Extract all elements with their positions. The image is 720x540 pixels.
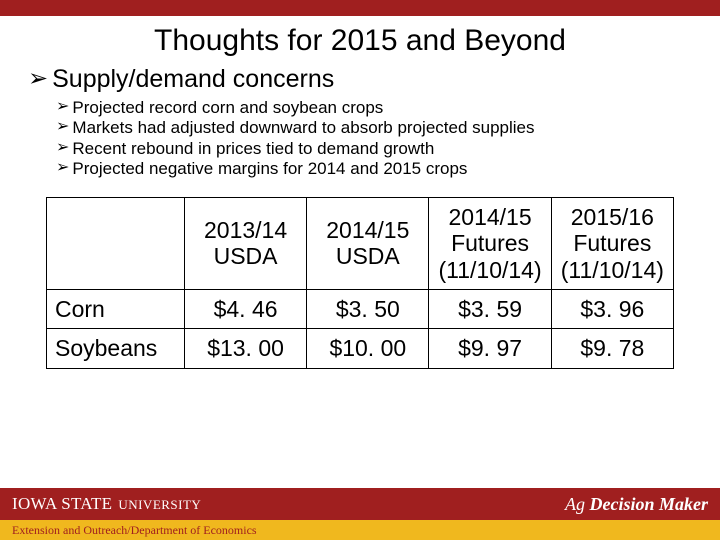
bullet-level2: ➢ Recent rebound in prices tied to deman… [56, 139, 692, 159]
table-header-cell: 2013/14 USDA [184, 197, 306, 289]
bullet-arrow-icon: ➢ [56, 118, 69, 136]
price-table: 2013/14 USDA 2014/15 USDA 2014/15 Future… [46, 197, 674, 369]
isu-logo: IOWA STATE UNIVERSITY [12, 494, 201, 514]
table-cell: $3. 96 [551, 290, 673, 329]
adm-prefix: Ag [565, 494, 590, 514]
table-cell: $13. 00 [184, 329, 306, 368]
bullet-level2-text: Projected negative margins for 2014 and … [72, 159, 467, 179]
table-header-cell: 2014/15 Futures (11/10/14) [429, 197, 551, 289]
bullet-level2-text: Projected record corn and soybean crops [72, 98, 383, 118]
slide-footer: IOWA STATE UNIVERSITY Ag Decision Maker … [0, 488, 720, 540]
table-header-empty [47, 197, 185, 289]
table-cell: $3. 50 [307, 290, 429, 329]
table-row: Corn $4. 46 $3. 50 $3. 59 $3. 96 [47, 290, 674, 329]
table-row: Soybeans $13. 00 $10. 00 $9. 97 $9. 78 [47, 329, 674, 368]
footer-extension-text: Extension and Outreach/Department of Eco… [12, 523, 257, 538]
presentation-slide: Thoughts for 2015 and Beyond ➢ Supply/de… [0, 0, 720, 540]
bullet-level1: ➢ Supply/demand concerns [28, 66, 692, 94]
table-cell: $9. 97 [429, 329, 551, 368]
bullet-level2-text: Recent rebound in prices tied to demand … [72, 139, 434, 159]
isu-logo-main: IOWA STATE [12, 494, 112, 514]
table-cell: $10. 00 [307, 329, 429, 368]
table-cell: $4. 46 [184, 290, 306, 329]
bullet-level1-text: Supply/demand concerns [52, 66, 334, 94]
table-cell: $3. 59 [429, 290, 551, 329]
bullet-level2: ➢ Projected record corn and soybean crop… [56, 98, 692, 118]
footer-gold-strip: Extension and Outreach/Department of Eco… [0, 520, 720, 540]
bullet-arrow-icon: ➢ [56, 159, 69, 177]
bullet-arrow-icon: ➢ [56, 139, 69, 157]
bullet-level2: ➢ Projected negative margins for 2014 an… [56, 159, 692, 179]
table-header-row: 2013/14 USDA 2014/15 USDA 2014/15 Future… [47, 197, 674, 289]
bullet-level2: ➢ Markets had adjusted downward to absor… [56, 118, 692, 138]
adm-bold: Decision Maker [590, 494, 709, 514]
table-cell: $9. 78 [551, 329, 673, 368]
table-row-label: Soybeans [47, 329, 185, 368]
bullet-arrow-icon: ➢ [56, 98, 69, 116]
isu-logo-sub: UNIVERSITY [118, 497, 201, 513]
bullet-level2-text: Markets had adjusted downward to absorb … [72, 118, 534, 138]
table-header-cell: 2015/16 Futures (11/10/14) [551, 197, 673, 289]
slide-title: Thoughts for 2015 and Beyond [0, 16, 720, 66]
footer-red-strip: IOWA STATE UNIVERSITY Ag Decision Maker [0, 488, 720, 520]
bullet-arrow-icon: ➢ [28, 66, 48, 92]
price-table-wrap: 2013/14 USDA 2014/15 USDA 2014/15 Future… [28, 197, 692, 369]
ag-decision-maker-logo: Ag Decision Maker [565, 494, 708, 515]
table-row-label: Corn [47, 290, 185, 329]
top-accent-bar [0, 0, 720, 16]
slide-content: ➢ Supply/demand concerns ➢ Projected rec… [0, 66, 720, 540]
table-header-cell: 2014/15 USDA [307, 197, 429, 289]
